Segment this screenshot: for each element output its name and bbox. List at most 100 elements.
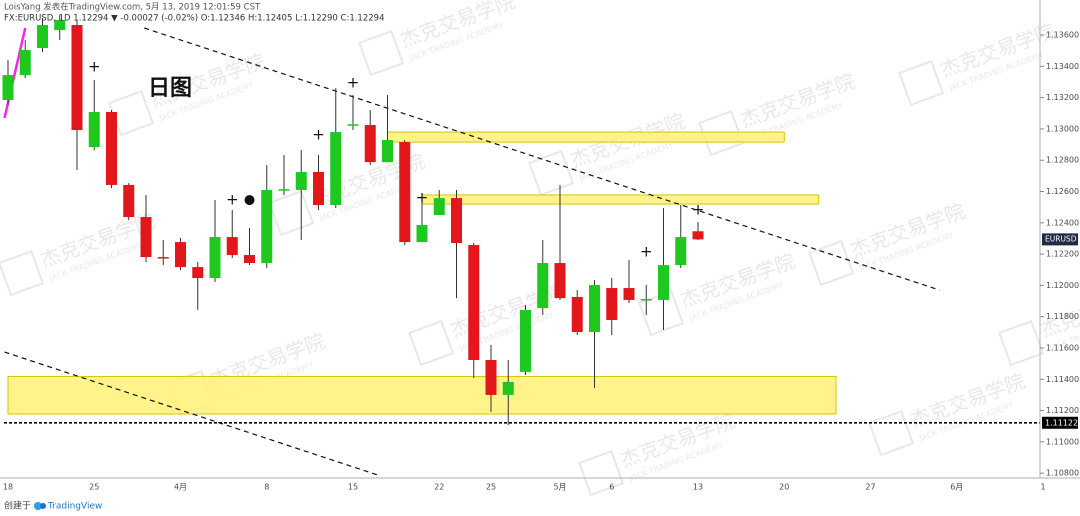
watermark-logo <box>808 240 855 287</box>
signal-marker: + <box>416 189 429 207</box>
x-tick-label: 15 <box>348 483 358 492</box>
chart-title: 日图 <box>148 76 192 101</box>
x-tick-label: 13 <box>693 483 703 492</box>
watermark-logo <box>638 290 685 337</box>
footer-brand: TradingView <box>47 502 102 512</box>
candle-body <box>382 140 393 163</box>
price-zone <box>7 375 837 415</box>
candle-body <box>330 132 342 205</box>
y-tick-label: 1.12200 <box>1046 250 1079 259</box>
candle-body <box>692 231 704 240</box>
y-tick-label: 1.11400 <box>1046 375 1079 384</box>
candle-body <box>520 309 531 372</box>
hline-label: 1.11122 <box>1045 418 1078 427</box>
signal-marker: + <box>640 243 653 261</box>
watermark-logo <box>358 30 405 77</box>
x-tick-label: 18 <box>3 483 13 492</box>
candle-body <box>675 237 687 266</box>
watermark-logo <box>268 190 315 237</box>
candle-body <box>123 184 135 218</box>
candle-body <box>244 255 255 264</box>
candle-body <box>399 142 411 243</box>
signal-marker: + <box>226 190 239 208</box>
hline-label-bg <box>1042 416 1078 429</box>
y-tick-label: 1.13600 <box>1046 31 1079 40</box>
candle-body <box>71 25 83 131</box>
x-tick-label: 22 <box>434 483 444 492</box>
x-tick-label: 20 <box>779 483 789 492</box>
signal-marker: + <box>88 57 101 75</box>
y-tick-label: 1.12800 <box>1046 156 1079 165</box>
footer-created: 创建于 <box>4 500 31 512</box>
candle-body <box>589 285 600 333</box>
candle-body <box>157 257 169 259</box>
header-author: LoisYang 发表在TradingView.com, 5月 13, 2019… <box>4 2 261 13</box>
signal-marker: ● <box>244 192 255 207</box>
symbol-label: EURUSD <box>1045 234 1077 243</box>
x-tick-label: 6 <box>609 483 614 492</box>
y-tick-label: 1.11600 <box>1046 343 1079 352</box>
x-tick-label: 25 <box>486 483 496 492</box>
y-tick-label: 1.12000 <box>1046 281 1079 290</box>
candle-body <box>485 360 497 395</box>
watermark-logo <box>578 450 625 497</box>
candle-body <box>537 263 549 309</box>
candle-body <box>2 75 14 100</box>
candle-body <box>88 112 100 148</box>
symbol-label-bg <box>1042 233 1078 246</box>
x-tick-label: 6月 <box>950 483 963 492</box>
y-tick-label: 1.13400 <box>1046 62 1079 71</box>
watermark-logo <box>998 320 1045 367</box>
candle-body <box>19 50 31 76</box>
candle-body <box>226 237 238 256</box>
candle-body <box>261 189 273 264</box>
candle-body <box>640 299 652 301</box>
y-tick-label: 1.11200 <box>1046 406 1079 415</box>
y-tick-label: 1.12600 <box>1046 187 1079 196</box>
candle-body <box>278 189 290 191</box>
candle-body <box>313 171 324 205</box>
candle-body <box>54 20 66 31</box>
candle-body <box>347 124 359 126</box>
candle-body <box>106 112 117 185</box>
x-tick-label: 27 <box>865 483 875 492</box>
price-zone <box>421 194 820 205</box>
y-tick-label: 1.13200 <box>1046 93 1079 102</box>
y-tick-label: 1.13000 <box>1046 124 1079 133</box>
trend-line <box>4 351 381 477</box>
watermark-logo <box>0 250 45 297</box>
y-tick-label: 1.10800 <box>1046 469 1079 478</box>
candle-body <box>416 224 428 243</box>
candle-body <box>606 288 618 320</box>
plot-area: + + ● + + + + + <box>2 15 1040 477</box>
candle-body <box>192 267 204 279</box>
watermark-logo <box>868 410 915 457</box>
candle-body <box>468 245 480 361</box>
x-tick-label: 25 <box>89 483 99 492</box>
candle-body <box>209 237 221 279</box>
candle-body <box>295 171 307 190</box>
candle-body <box>502 381 514 395</box>
candle-body <box>623 288 635 300</box>
watermark-logo <box>898 60 945 107</box>
watermark-logo <box>528 150 575 197</box>
y-tick-label: 1.12400 <box>1046 218 1079 227</box>
candle-body <box>658 265 669 300</box>
signal-marker: + <box>347 74 360 92</box>
candle-body <box>433 198 445 215</box>
header-quote: FX:EURUSD, 1D 1.12294 ▼ -0.00027 (-0.02%… <box>4 14 384 24</box>
x-tick-label: 1 <box>1040 483 1045 492</box>
price-zone <box>387 131 785 143</box>
trend-line <box>144 27 940 291</box>
candle-body <box>571 296 583 333</box>
x-tick-label: 5月 <box>553 483 566 492</box>
candle-body <box>140 217 152 258</box>
signal-marker: + <box>312 126 325 144</box>
x-tick-label: 4月 <box>174 483 187 492</box>
